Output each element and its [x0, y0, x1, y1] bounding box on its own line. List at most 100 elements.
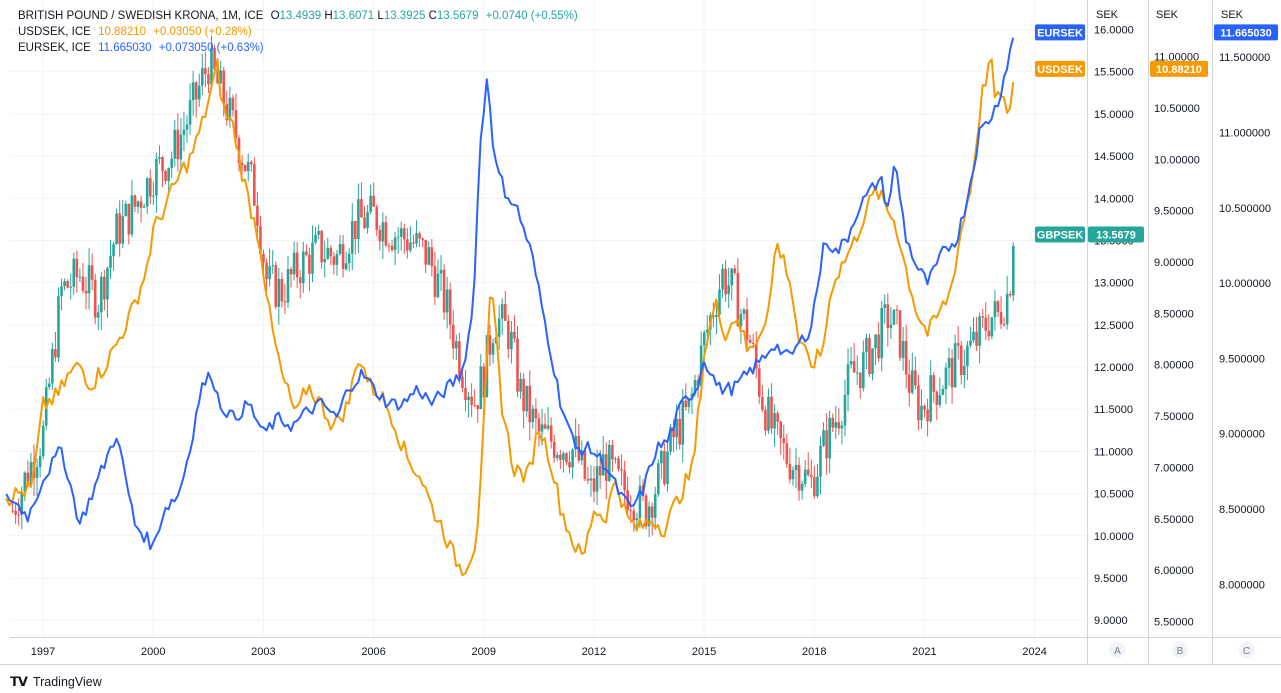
candle-body — [308, 254, 311, 274]
gbpsek-candle — [724, 259, 727, 302]
gbpsek-value-badge — [1088, 226, 1144, 243]
gbpsek-candle — [317, 224, 320, 240]
gbpsek-candle — [926, 398, 929, 437]
candle-body — [448, 289, 452, 325]
candle-body — [335, 253, 339, 265]
candle-body — [234, 110, 238, 139]
gbpsek-candle — [880, 301, 883, 372]
candle-body — [598, 466, 602, 476]
gbpsek-candle — [565, 451, 568, 466]
gbpsek-candle — [546, 407, 550, 431]
gbpsek-candle — [418, 231, 421, 247]
candle-body — [265, 262, 268, 280]
candle-body — [341, 244, 345, 270]
candle-body — [142, 206, 146, 208]
gbpsek-candle — [978, 312, 981, 364]
gbpsek-candle — [889, 306, 893, 339]
candle-body — [354, 221, 357, 239]
gbpsek-candle — [1008, 291, 1012, 298]
gbpsek-candle — [1011, 242, 1015, 302]
candle-body — [1005, 293, 1009, 325]
candle-body — [690, 393, 694, 399]
candle-body — [197, 85, 201, 100]
tradingview-logo[interactable]: 𝗧𝗩 TradingView — [10, 674, 102, 690]
price-axis-tick: 8.500000 — [1219, 504, 1265, 516]
candle-body — [556, 454, 559, 458]
gbpsek-candle — [87, 248, 91, 310]
candle-body — [614, 458, 617, 460]
gbpsek-candle — [669, 423, 672, 456]
gbpsek-candle — [761, 385, 764, 413]
candle-body — [384, 222, 388, 246]
legend-gbpsek[interactable]: BRITISH POUND / SWEDISH KRONA, 1M, ICE O… — [18, 8, 578, 24]
candle-body — [745, 309, 749, 340]
candle-body — [531, 408, 535, 423]
gbpsek-candle — [473, 389, 476, 407]
gbpsek-candle — [611, 439, 614, 472]
candle-body — [109, 256, 112, 269]
gbpsek-candle — [837, 408, 841, 435]
gbpsek-candle — [243, 164, 247, 173]
gbpsek-candle — [219, 60, 222, 85]
price-axis-tick: 16.0000 — [1094, 25, 1134, 37]
gbpsek-candle — [947, 347, 951, 386]
candle-body — [825, 430, 828, 459]
candle-body — [981, 316, 984, 318]
legend-eursek[interactable]: EURSEK, ICE 11.665030 +0.073050 (+0.63%) — [18, 40, 578, 56]
candle-body — [182, 129, 186, 135]
candle-body — [461, 376, 464, 388]
candle-body — [173, 129, 177, 159]
usdsek-value-badge — [1150, 60, 1208, 77]
candle-body — [984, 317, 988, 331]
candle-body — [87, 265, 91, 294]
gbpsek-candle — [54, 331, 57, 362]
gbpsek-candle — [106, 266, 109, 318]
gbpsek-candle — [249, 159, 253, 172]
candle-body — [678, 418, 682, 445]
candle-body — [75, 258, 79, 278]
candle-body — [301, 251, 305, 284]
gbpsek-candle — [161, 155, 164, 188]
candle-body — [399, 228, 403, 237]
candle-body — [29, 461, 33, 485]
gbpsek-candle — [868, 333, 871, 377]
candle-body — [439, 269, 443, 274]
candle-body — [491, 343, 495, 355]
candle-body — [638, 485, 642, 519]
gbpsek-candle — [959, 340, 963, 385]
gbpsek-candle — [920, 389, 923, 429]
candle-body — [510, 331, 513, 350]
gbpsek-candle — [60, 278, 63, 311]
candle-body — [38, 456, 42, 468]
candle-body — [246, 161, 250, 172]
candle-body — [103, 276, 106, 300]
candle-body — [620, 469, 623, 471]
price-axis-tick: 8.50000 — [1154, 308, 1194, 320]
candle-body — [90, 265, 94, 280]
price-axis-title: SEK — [1096, 9, 1119, 21]
gbpsek-candle — [118, 200, 121, 257]
x-tick-label: 2024 — [1022, 646, 1046, 658]
candle-body — [898, 310, 902, 358]
candle-body — [883, 304, 887, 308]
candle-body — [907, 374, 911, 393]
candle-body — [540, 424, 544, 432]
gbpsek-candle — [543, 413, 547, 430]
gbpsek-candle — [990, 317, 994, 340]
chart-legend: BRITISH POUND / SWEDISH KRONA, 1M, ICE O… — [18, 8, 578, 56]
candle-body — [779, 421, 783, 439]
gbpsek-candle — [204, 51, 207, 88]
legend-usdsek[interactable]: USDSEK, ICE 10.88210 +0.03050 (+0.28%) — [18, 24, 578, 40]
candle-body — [100, 276, 103, 313]
gbpsek-candle — [678, 405, 682, 450]
candle-body — [503, 304, 507, 321]
price-axis-tick: 10.000000 — [1219, 278, 1271, 290]
candle-body — [66, 281, 69, 288]
gbpsek-candle — [332, 251, 336, 275]
candle-body — [201, 68, 204, 86]
gbpsek-candle — [865, 333, 868, 370]
price-axis-tick: 10.50000 — [1154, 103, 1200, 115]
gbpsek-candle — [592, 466, 596, 503]
legend-gbpsek-change: +0.0740 (+0.55%) — [485, 10, 578, 22]
